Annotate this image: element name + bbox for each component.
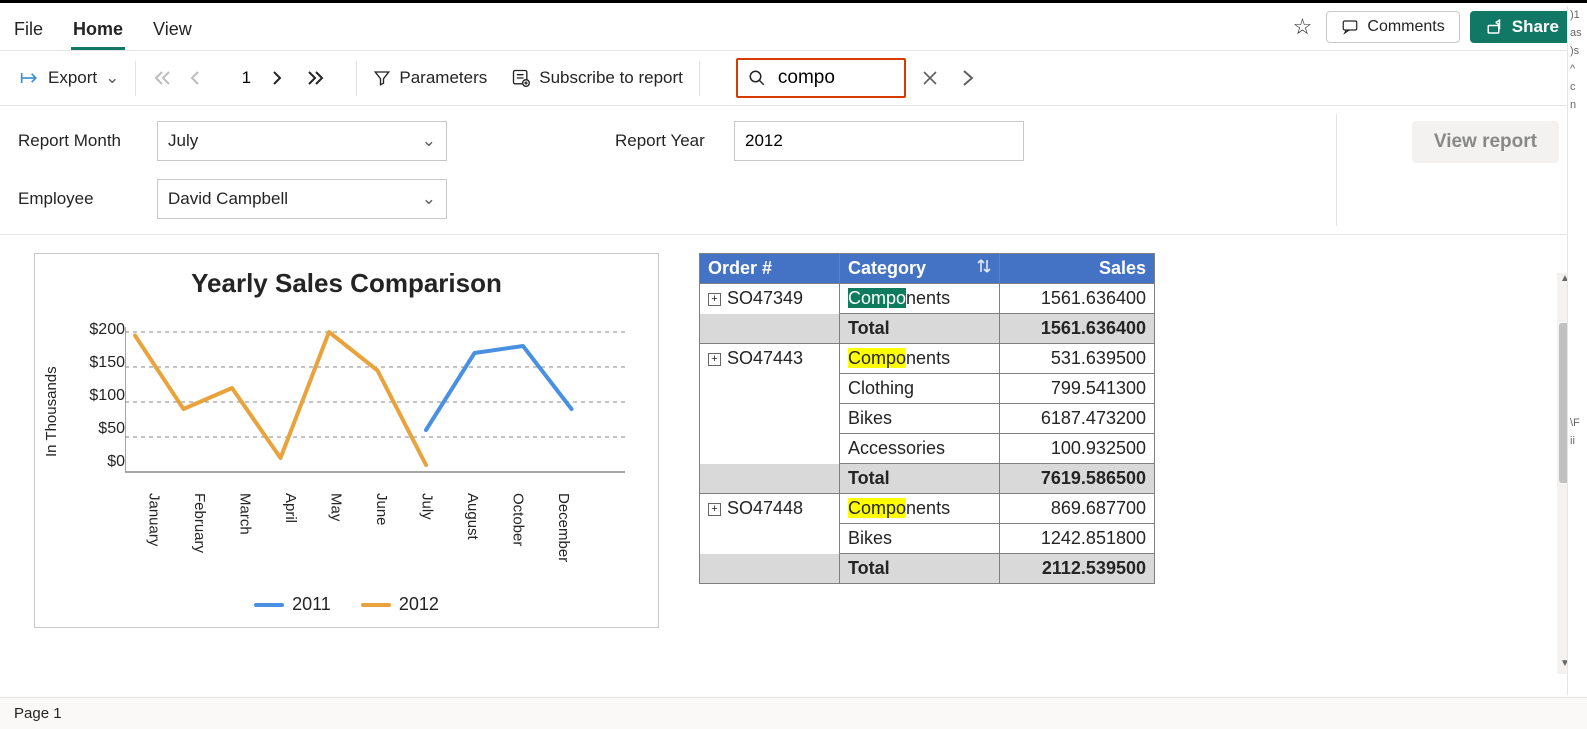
subscribe-label: Subscribe to report	[539, 68, 683, 88]
search-next-button[interactable]	[954, 65, 982, 91]
chevron-down-icon: ⌄	[422, 131, 436, 151]
expand-icon[interactable]: +	[708, 353, 721, 366]
report-year-input[interactable]	[734, 121, 1024, 161]
last-page-button[interactable]	[308, 71, 338, 85]
sort-icon	[977, 258, 991, 274]
subscribe-icon	[511, 68, 531, 88]
prev-page-button[interactable]	[190, 71, 220, 85]
table-row[interactable]: +SO47349Components1561.636400	[700, 284, 1155, 314]
next-page-button[interactable]	[272, 71, 302, 85]
parameters-button[interactable]: Parameters	[365, 62, 495, 94]
table-row[interactable]: Bikes6187.473200	[700, 404, 1155, 434]
tab-home[interactable]: Home	[71, 19, 125, 50]
subscribe-button[interactable]: Subscribe to report	[503, 62, 691, 94]
legend-item[interactable]: 2011	[254, 594, 331, 615]
legend-item[interactable]: 2012	[361, 594, 439, 615]
view-report-button[interactable]: View report	[1412, 121, 1559, 163]
chart-plot-area	[125, 322, 625, 482]
right-side-strip: )1as)s^cn \Fii	[1567, 6, 1587, 695]
comments-button[interactable]: Comments	[1326, 11, 1459, 43]
chart-y-ticks: $200$150$100$50$0	[83, 313, 125, 478]
chart-title: Yearly Sales Comparison	[35, 254, 658, 299]
tab-view[interactable]: View	[151, 19, 194, 50]
page-number-input[interactable]	[226, 67, 266, 89]
col-sales[interactable]: Sales	[1000, 254, 1155, 284]
table-row[interactable]: Total7619.586500	[700, 464, 1155, 494]
status-bar: Page 1	[0, 697, 1587, 729]
menu-tabs: File Home View	[12, 3, 194, 50]
table-row[interactable]: +SO47448Components869.687700	[700, 494, 1155, 524]
report-month-select[interactable]: July ⌄	[157, 121, 447, 161]
table-row[interactable]: Accessories100.932500	[700, 434, 1155, 464]
table-row[interactable]: Total2112.539500	[700, 554, 1155, 584]
table-row[interactable]: +SO47443Components531.639500	[700, 344, 1155, 374]
report-toolbar: Export ⌄ Parameters Subscribe to report	[0, 51, 1587, 106]
report-month-label: Report Month	[18, 131, 143, 151]
menu-bar: File Home View ☆ Comments Share	[0, 3, 1587, 51]
search-clear-button[interactable]	[914, 66, 946, 90]
share-button[interactable]: Share	[1470, 11, 1575, 43]
employee-select[interactable]: David Campbell ⌄	[157, 179, 447, 219]
chevron-down-icon: ⌄	[422, 189, 436, 209]
employee-label: Employee	[18, 189, 143, 209]
page-nav	[144, 58, 348, 98]
table-row[interactable]: Total1561.636400	[700, 314, 1155, 344]
report-year-label: Report Year	[615, 131, 720, 151]
page-indicator: Page 1	[14, 705, 62, 722]
sales-table-container: Order # Category Sales +SO47349Component…	[699, 253, 1155, 637]
search-icon	[748, 69, 766, 87]
report-month-value: July	[168, 131, 198, 151]
chart-y-axis-label: In Thousands	[43, 354, 60, 469]
table-row[interactable]: Clothing799.541300	[700, 374, 1155, 404]
chart-legend: 2011 2012	[35, 594, 658, 615]
favorite-icon[interactable]: ☆	[1289, 10, 1317, 44]
table-row[interactable]: Bikes1242.851800	[700, 524, 1155, 554]
export-button[interactable]: Export ⌄	[12, 62, 127, 94]
search-box[interactable]	[736, 58, 906, 98]
chevron-down-icon: ⌄	[105, 68, 119, 88]
sales-comparison-chart: Yearly Sales Comparison In Thousands $20…	[34, 253, 659, 628]
parameters-label: Parameters	[399, 68, 487, 88]
share-icon	[1486, 18, 1504, 36]
sales-table: Order # Category Sales +SO47349Component…	[699, 253, 1155, 584]
filter-icon	[373, 69, 391, 87]
share-label: Share	[1512, 17, 1559, 37]
col-category[interactable]: Category	[840, 254, 1000, 284]
col-order[interactable]: Order #	[700, 254, 840, 284]
parameters-panel: Report Month July ⌄ Report Year Employee…	[0, 106, 1587, 235]
report-body: Yearly Sales Comparison In Thousands $20…	[0, 235, 1587, 655]
expand-icon[interactable]: +	[708, 503, 721, 516]
comments-label: Comments	[1367, 18, 1444, 36]
tab-file[interactable]: File	[12, 19, 45, 50]
export-icon	[20, 70, 40, 86]
search-input[interactable]	[776, 66, 894, 90]
expand-icon[interactable]: +	[708, 293, 721, 306]
export-label: Export	[48, 68, 97, 88]
chart-x-ticks: JanuaryFebruaryMarchAprilMayJuneJulyAugu…	[117, 489, 572, 562]
first-page-button[interactable]	[154, 71, 184, 85]
comment-icon	[1341, 18, 1359, 36]
employee-value: David Campbell	[168, 189, 288, 209]
